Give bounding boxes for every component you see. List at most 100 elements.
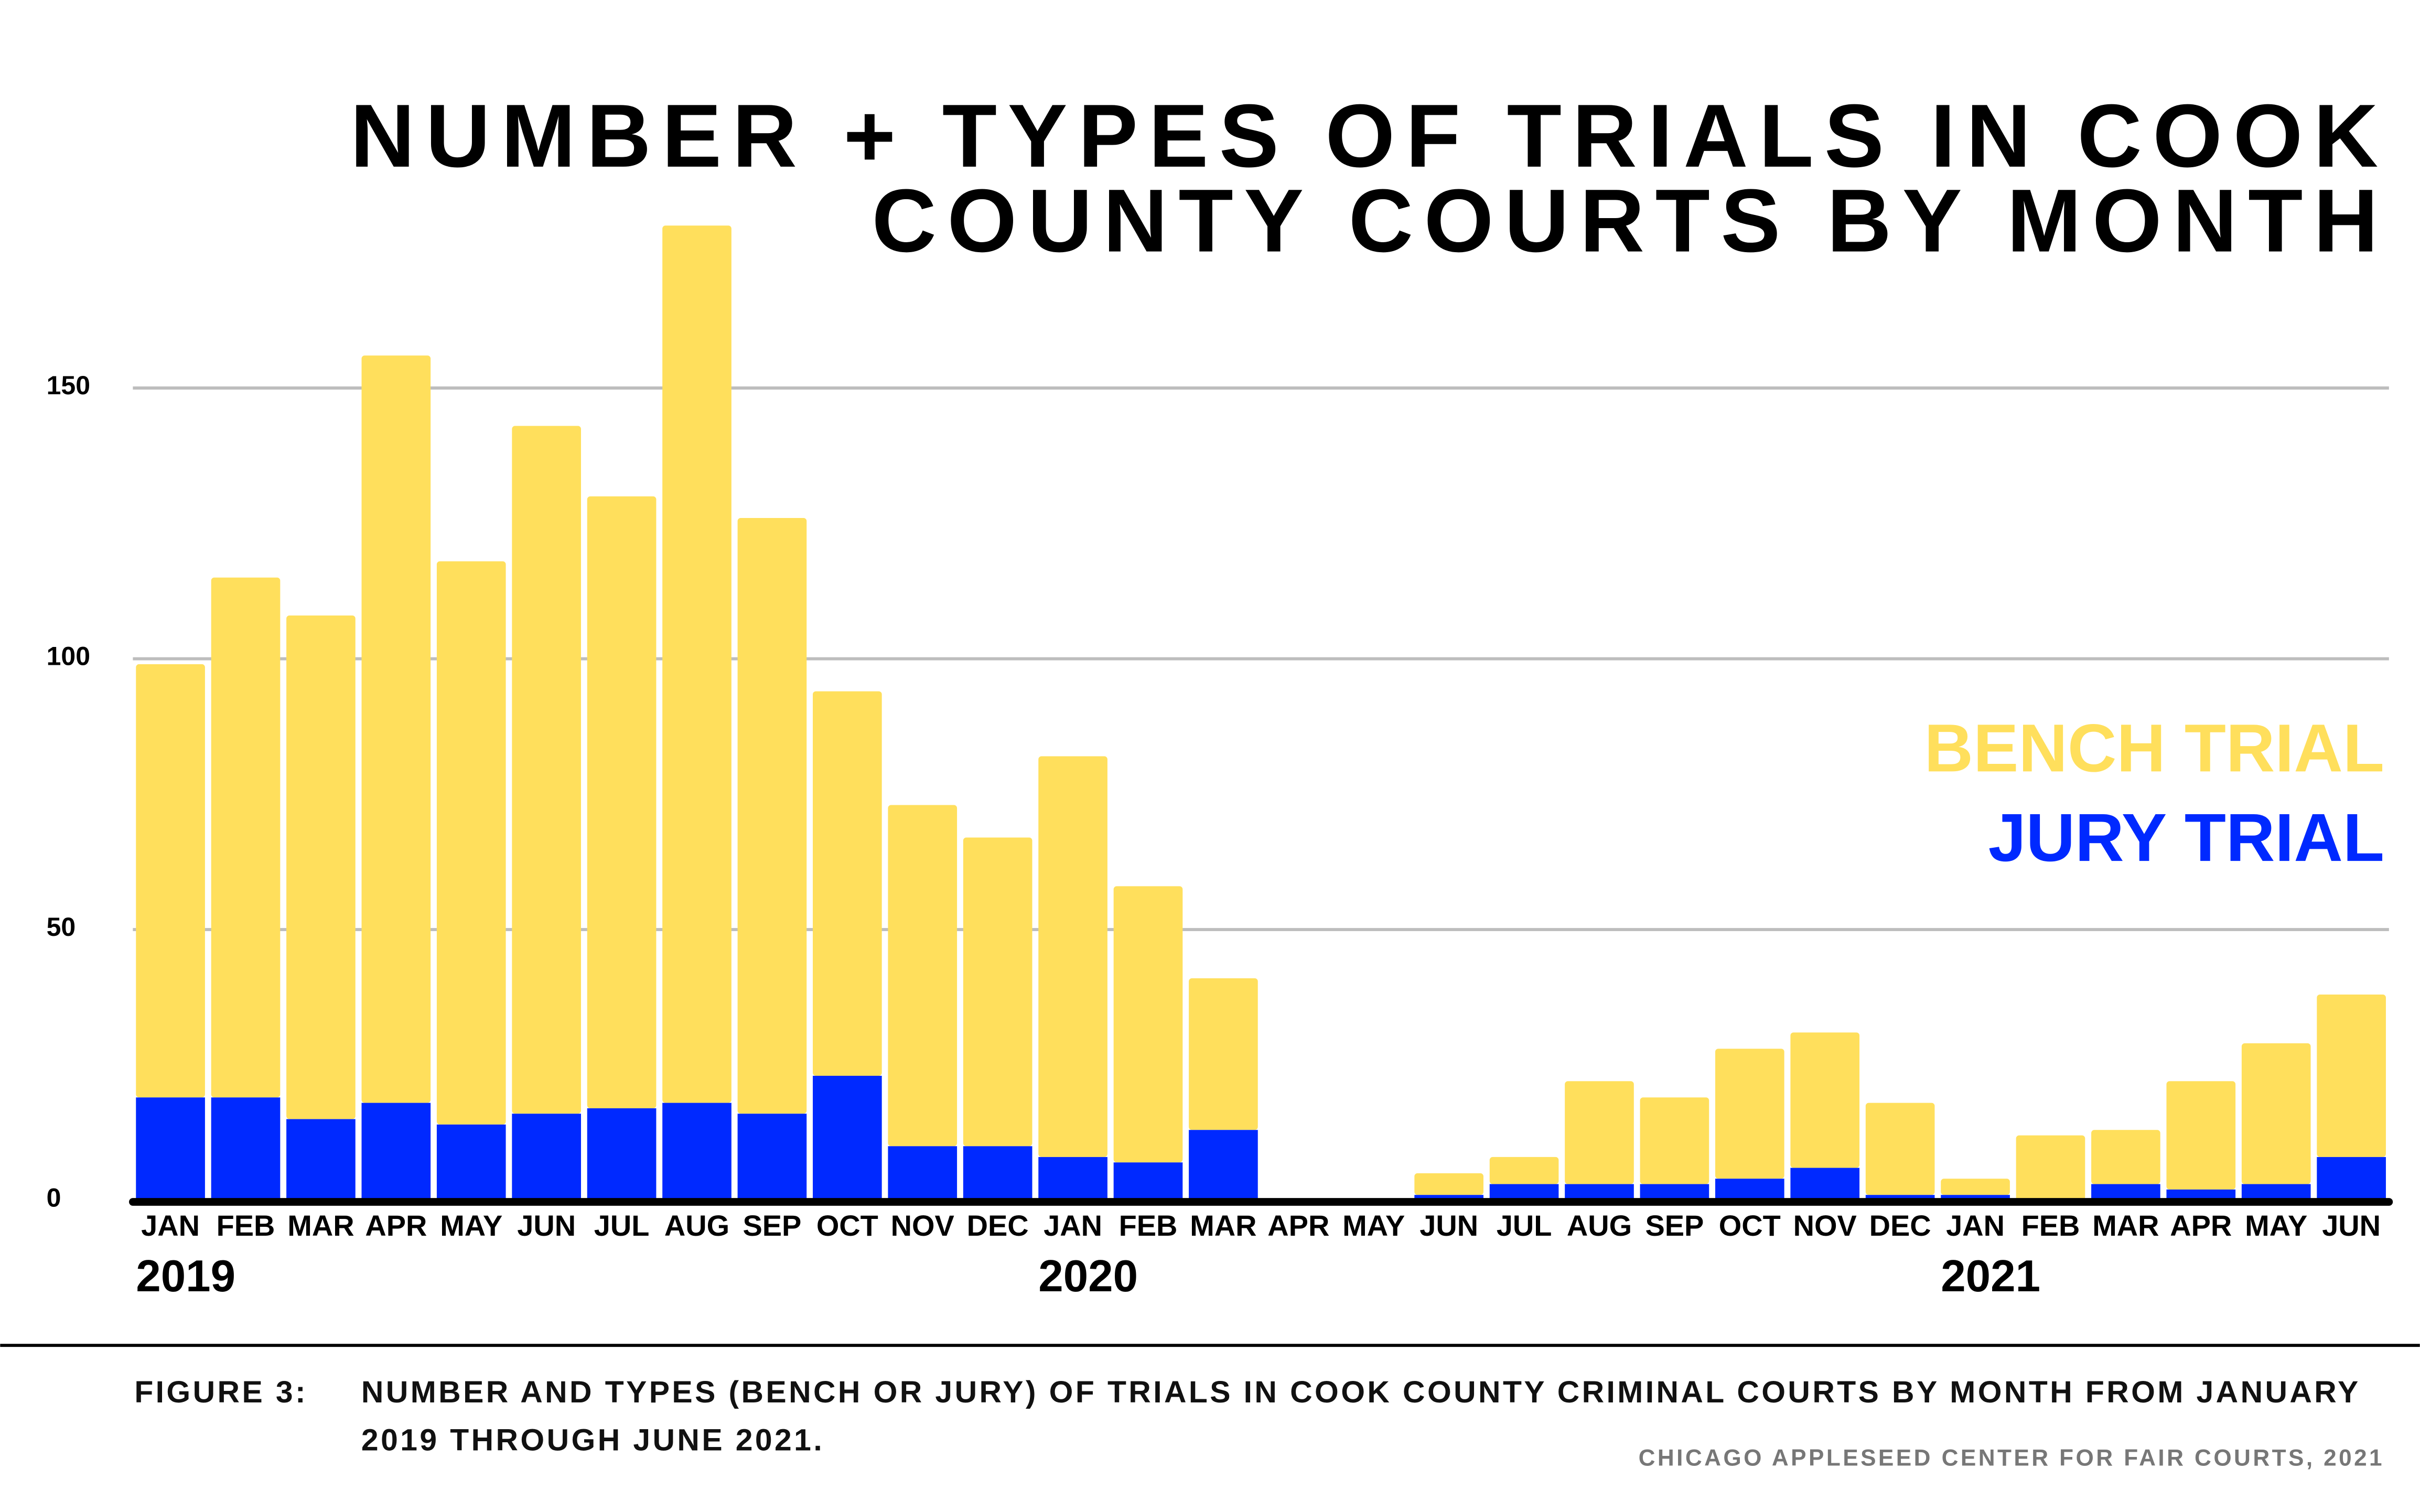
x-tick-label: APR bbox=[365, 1209, 427, 1242]
bar-bench-trial-5 bbox=[512, 426, 581, 1114]
bar-bench-trial-8 bbox=[737, 518, 807, 1114]
caption-label: FIGURE 3: bbox=[134, 1375, 308, 1409]
y-tick-label: 50 bbox=[47, 912, 76, 942]
bar-jury-trial-13 bbox=[1113, 1162, 1183, 1201]
x-tick-label: FEB bbox=[2021, 1209, 2080, 1242]
x-tick-label: NOV bbox=[1793, 1209, 1857, 1242]
bar-jury-trial-4 bbox=[436, 1124, 506, 1201]
bar-bench-trial-3 bbox=[361, 355, 431, 1103]
x-tick-label: JUL bbox=[594, 1209, 650, 1242]
x-tick-label: AUG bbox=[664, 1209, 729, 1242]
bar-jury-trial-23 bbox=[1865, 1195, 1935, 1201]
x-tick-label: JUL bbox=[1497, 1209, 1552, 1242]
bar-jury-trial-11 bbox=[963, 1146, 1032, 1201]
x-tick-label: FEB bbox=[1119, 1209, 1178, 1242]
year-label-2019: 2019 bbox=[136, 1251, 235, 1301]
bar-bench-trial-22 bbox=[1790, 1032, 1860, 1168]
bar-jury-trial-3 bbox=[361, 1103, 431, 1201]
bar-jury-trial-14 bbox=[1189, 1130, 1258, 1201]
bar-bench-trial-17 bbox=[1414, 1173, 1483, 1195]
x-tick-label: MAY bbox=[2245, 1209, 2307, 1242]
bar-jury-trial-12 bbox=[1038, 1157, 1107, 1201]
x-tick-label: DEC bbox=[967, 1209, 1029, 1242]
bar-jury-trial-1 bbox=[211, 1097, 281, 1201]
bar-jury-trial-20 bbox=[1640, 1184, 1709, 1201]
bar-bench-trial-18 bbox=[1489, 1157, 1559, 1184]
x-tick-label: DEC bbox=[1869, 1209, 1931, 1242]
x-tick-label: OCT bbox=[1719, 1209, 1781, 1242]
bar-bench-trial-12 bbox=[1038, 756, 1107, 1157]
x-tick-label: JUN bbox=[2322, 1209, 2381, 1242]
bar-bench-trial-25 bbox=[2016, 1135, 2085, 1201]
bar-bench-trial-1 bbox=[211, 577, 281, 1098]
x-tick-label: JAN bbox=[1044, 1209, 1102, 1242]
x-tick-label: NOV bbox=[891, 1209, 954, 1242]
bar-bench-trial-4 bbox=[436, 561, 506, 1125]
bar-jury-trial-18 bbox=[1489, 1184, 1559, 1201]
bar-jury-trial-29 bbox=[2317, 1157, 2386, 1201]
bar-jury-trial-9 bbox=[813, 1075, 882, 1201]
bar-bench-trial-6 bbox=[587, 496, 657, 1108]
chart-title-line-1: NUMBER + TYPES OF TRIALS IN COOK bbox=[350, 86, 2389, 186]
bar-bench-trial-9 bbox=[813, 691, 882, 1076]
bar-bench-trial-21 bbox=[1715, 1049, 1784, 1179]
x-tick-label: JAN bbox=[1946, 1209, 2005, 1242]
legend-bench-trial: BENCH TRIAL bbox=[1924, 710, 2384, 786]
source-credit: CHICAGO APPLESEED CENTER FOR FAIR COURTS… bbox=[1639, 1445, 2384, 1471]
x-tick-label: MAY bbox=[1342, 1209, 1405, 1242]
bars bbox=[136, 225, 2386, 1201]
bar-jury-trial-21 bbox=[1715, 1179, 1784, 1201]
x-tick-label: SEP bbox=[743, 1209, 801, 1242]
bar-bench-trial-0 bbox=[136, 664, 205, 1098]
bar-jury-trial-19 bbox=[1565, 1184, 1634, 1201]
gridlines: 0 50 100 150 bbox=[47, 371, 2389, 1212]
y-tick-label: 150 bbox=[47, 371, 90, 400]
bar-bench-trial-2 bbox=[286, 615, 356, 1119]
x-tick-label: FEB bbox=[217, 1209, 275, 1242]
bar-jury-trial-22 bbox=[1790, 1168, 1860, 1201]
bar-jury-trial-27 bbox=[2166, 1189, 2236, 1201]
bar-jury-trial-6 bbox=[587, 1108, 657, 1201]
x-tick-label: SEP bbox=[1645, 1209, 1704, 1242]
x-tick-label: JUN bbox=[1419, 1209, 1478, 1242]
bar-bench-trial-7 bbox=[662, 225, 732, 1103]
x-tick-label: APR bbox=[2170, 1209, 2232, 1242]
y-tick-label: 0 bbox=[47, 1183, 61, 1212]
x-tick-label: MAR bbox=[287, 1209, 354, 1242]
bar-bench-trial-24 bbox=[1941, 1179, 2010, 1195]
bar-bench-trial-10 bbox=[888, 805, 958, 1147]
bar-jury-trial-7 bbox=[662, 1103, 732, 1201]
year-label-2020: 2020 bbox=[1038, 1251, 1138, 1301]
x-tick-label: MAR bbox=[1190, 1209, 1256, 1242]
x-tick-label: JUN bbox=[517, 1209, 576, 1242]
x-tick-label: OCT bbox=[816, 1209, 878, 1242]
x-tick-label: MAY bbox=[440, 1209, 502, 1242]
bar-bench-trial-19 bbox=[1565, 1081, 1634, 1184]
bar-jury-trial-5 bbox=[512, 1114, 581, 1201]
bar-jury-trial-10 bbox=[888, 1146, 958, 1201]
bar-jury-trial-17 bbox=[1414, 1195, 1483, 1201]
bar-jury-trial-26 bbox=[2091, 1184, 2160, 1201]
legend-jury-trial: JURY TRIAL bbox=[1988, 800, 2384, 876]
x-tick-label: JAN bbox=[141, 1209, 200, 1242]
y-tick-label: 100 bbox=[47, 641, 90, 671]
bar-jury-trial-28 bbox=[2241, 1184, 2311, 1201]
bar-jury-trial-8 bbox=[737, 1114, 807, 1201]
x-tick-label: MAR bbox=[2092, 1209, 2159, 1242]
x-tick-label: AUG bbox=[1567, 1209, 1632, 1242]
bar-bench-trial-23 bbox=[1865, 1103, 1935, 1195]
bar-bench-trial-14 bbox=[1189, 978, 1258, 1130]
chart-title-line-2: COUNTY COURTS BY MONTH bbox=[872, 171, 2389, 271]
caption-line-1: NUMBER AND TYPES (BENCH OR JURY) OF TRIA… bbox=[361, 1375, 2361, 1409]
bar-bench-trial-11 bbox=[963, 837, 1032, 1147]
bar-jury-trial-0 bbox=[136, 1097, 205, 1201]
x-tick-label: APR bbox=[1267, 1209, 1329, 1242]
caption-line-2: 2019 THROUGH JUNE 2021. bbox=[361, 1423, 824, 1457]
bar-jury-trial-24 bbox=[1941, 1195, 2010, 1201]
bar-bench-trial-29 bbox=[2317, 995, 2386, 1157]
bar-jury-trial-2 bbox=[286, 1119, 356, 1201]
x-tick-labels: JAN FEB MAR APR MAY JUN JUL AUG SEP OCT NOV DEC JAN F… bbox=[136, 1209, 2381, 1301]
bar-bench-trial-26 bbox=[2091, 1130, 2160, 1184]
bar-bench-trial-13 bbox=[1113, 886, 1183, 1163]
